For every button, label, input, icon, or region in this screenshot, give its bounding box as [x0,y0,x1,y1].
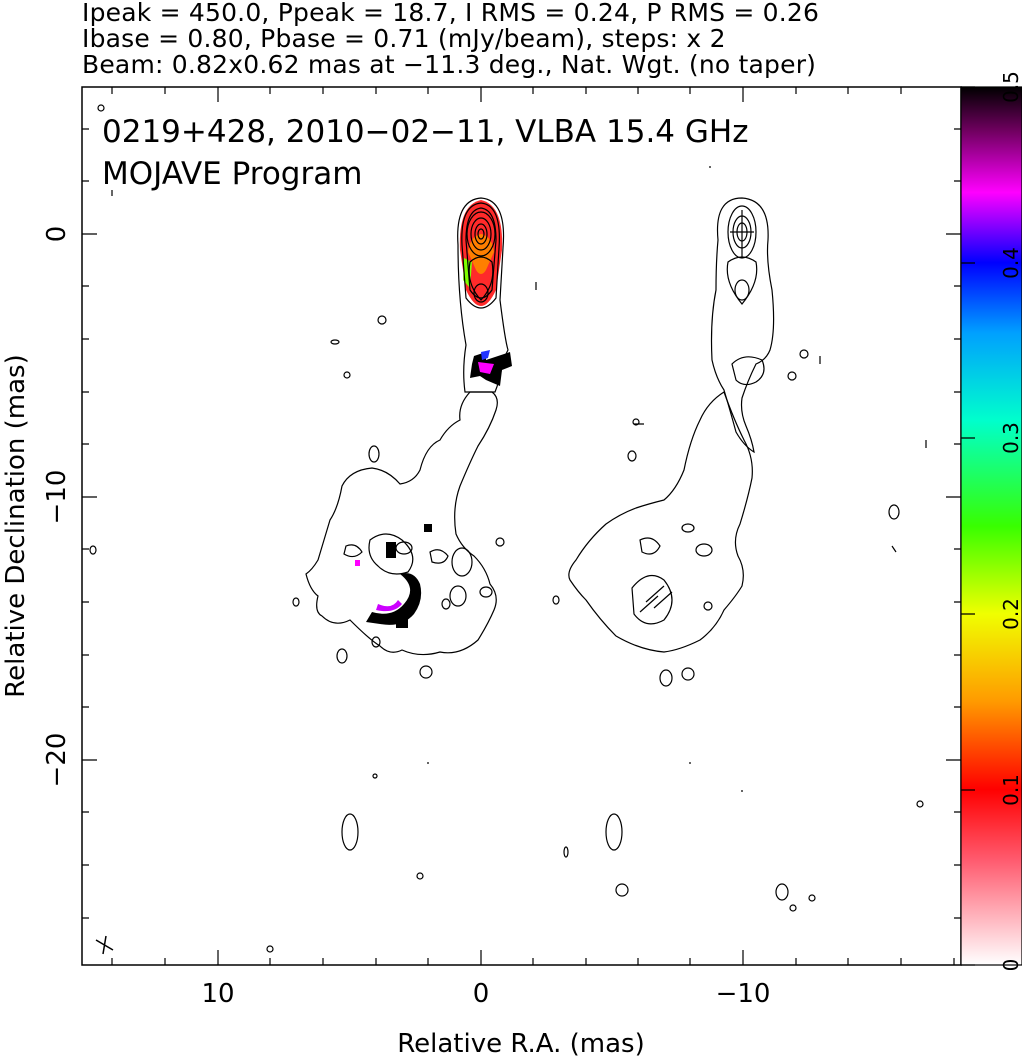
pol-noise-2 [787,371,797,381]
fpol-arc-dark [366,573,422,625]
x-tick-label-0: 0 [473,979,490,1009]
noise-5 [97,104,105,112]
y-tick-label-minus20: −20 [42,733,72,788]
core-contour-8 [468,256,494,301]
x-tick-label-minus10: −10 [716,979,771,1009]
x-minor-ticks [111,87,955,965]
pol-knot-lower [731,356,765,386]
header-line-2: Ibase = 0.80, Pbase = 0.71 (mJy/beam), s… [82,24,726,53]
pol-jet-inner-1 [631,574,673,625]
colorbar-label-0.2: 0.2 [999,598,1022,630]
header-line-1: Ipeak = 450.0, Ppeak = 18.7, I RMS = 0.2… [82,0,820,27]
noise-6 [341,813,359,851]
pol-jet-inner-8 [703,601,713,611]
noise-4 [89,545,97,555]
noise-9 [416,872,424,880]
colorbar-label-0: 0 [999,959,1022,972]
pol-noise-1 [799,349,809,359]
jet-blob-2 [451,547,473,577]
pol-jet-outer [568,391,753,653]
noise-7 [266,945,274,953]
fpol-blob-3 [396,618,408,628]
fpol-blob-1 [386,542,396,558]
program-label: MOJAVE Program [102,156,362,192]
pol-noise-12 [563,846,569,858]
jet-blob-1 [395,541,413,555]
fpol-blob-4 [355,560,360,566]
jet-inner-loop-1 [368,533,414,575]
jet-blob-11 [441,598,451,610]
header-line-3: Beam: 0.82x0.62 mas at −11.3 deg., Nat. … [82,50,817,79]
core-contour-4 [466,211,496,257]
fpol-knot-purple [478,362,494,374]
jet-blob-10 [495,537,505,547]
evpa-marks [111,166,927,792]
pol-noise-9 [789,904,797,912]
pol-noise-5 [888,504,900,520]
pol-noise-10 [808,894,816,902]
pol-jet-inner-2 [639,537,661,555]
jet-blob-7 [336,648,348,664]
y-tick-label-minus10: −10 [42,470,72,525]
jet-outer-contour-left [305,391,498,656]
colorbar: 0 0.1 0.2 0.3 0.4 0.5 [960,71,1022,972]
jet-inner-loop-2 [429,549,449,564]
colorbar-label-0.4: 0.4 [999,247,1022,279]
pol-knot-contour-2 [734,279,750,301]
map-content [89,104,927,955]
pol-noise-4 [627,450,637,462]
pol-noise-7 [615,883,629,897]
y-major-ticks [82,233,961,761]
noise-8 [372,773,378,779]
jet-blob-5 [419,665,433,679]
core-contour-1 [457,197,509,393]
jet-blob-6 [371,636,381,648]
jet-inner-loop-3 [343,544,363,558]
pol-noise-3 [632,418,640,426]
pol-jet-inner-3 [695,543,713,557]
pol-jet-inner-7 [552,595,560,605]
pol-noise-6 [605,813,623,851]
y-tick-label-0: 0 [42,226,72,243]
jet-blob-3 [449,585,467,607]
beam-marker [95,935,114,955]
jet-blob-8 [292,597,300,607]
pol-jet-inner-4 [681,523,695,533]
colorbar-ticks [961,86,975,966]
plot-frame [81,86,962,966]
pol-noise-8 [775,883,789,901]
core-contour-6 [474,223,488,245]
pol-jet-inner-5 [659,669,673,687]
pol-noise-11 [916,800,924,808]
x-axis-label: Relative R.A. (mas) [397,1029,644,1059]
pol-core-contour-1 [710,197,775,454]
colorbar-label-0.3: 0.3 [999,422,1022,454]
x-major-ticks [217,87,744,965]
pol-jet-inner-6 [681,667,695,681]
colorbar-label-0.1: 0.1 [999,774,1022,806]
fpol-arc-purple [376,600,402,612]
core-contour-7 [477,228,485,240]
fpol-core-hot [468,234,494,274]
y-minor-ticks [82,128,961,919]
source-label: 0219+428, 2010−02−11, VLBA 15.4 GHz [102,114,748,150]
noise-1 [377,315,387,325]
axis-ticks [82,87,961,965]
y-axis-label: Relative Declination (mas) [1,354,31,697]
fpol-blob-2 [424,524,432,532]
core-contour-9 [473,283,489,303]
jet-blob-9 [479,586,493,598]
core-contour-2 [461,202,500,309]
jet-blob-4 [368,445,380,463]
colorbar-label-0.5: 0.5 [999,71,1022,103]
noise-3 [343,371,351,379]
x-tick-label-10: 10 [201,979,234,1009]
core-contour-5 [470,217,492,251]
fpol-knot-blue [481,350,490,360]
colorbar-gradient [960,86,1022,966]
noise-2 [330,339,340,345]
